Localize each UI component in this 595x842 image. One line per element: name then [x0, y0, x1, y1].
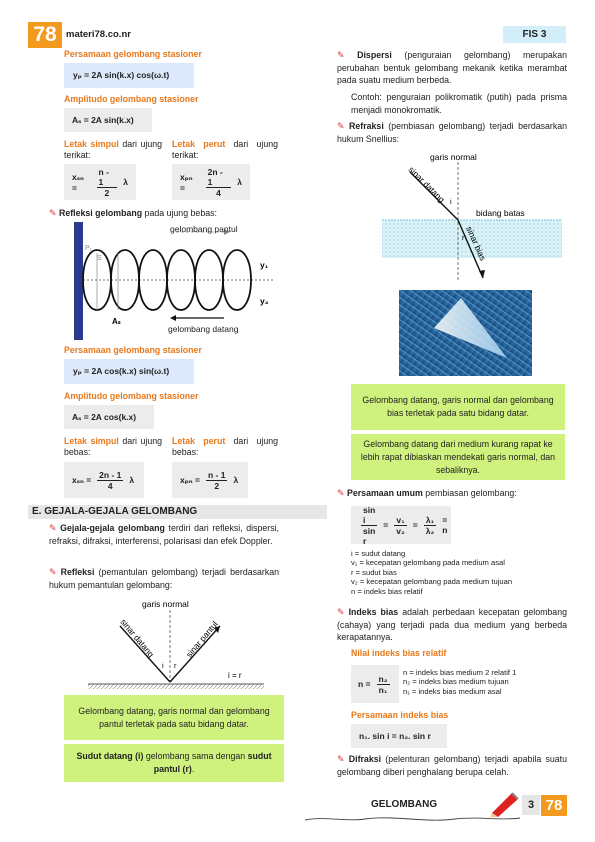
- pers-indeks-title: Persamaan indeks bias: [351, 710, 449, 720]
- footer-chapter-number: 3: [522, 795, 540, 815]
- label-y1: y₁: [260, 260, 269, 270]
- umum-line: ✎ Persamaan umum pembiasan gelombang:: [337, 488, 517, 498]
- refleksi-paragraph: ✎ Refleksi (pemantulan gelombang) terjad…: [49, 567, 280, 590]
- label-as: Aₛ: [112, 317, 121, 326]
- nilai-indeks-title: Nilai indeks bias relatif: [351, 648, 447, 658]
- pencil-icon: [490, 792, 519, 817]
- eq-stasioner-1: yₚ = 2A sin(k.x) cos(ω.t): [73, 70, 170, 80]
- gejala-paragraph: ✎ Gejala-gejala gelombang terdiri dari r…: [49, 523, 279, 546]
- label-sinar-datang: sinar datang: [118, 617, 156, 659]
- refleksi-bebas-line: ✎ Refleksi gelombang pada ujung bebas:: [49, 208, 217, 218]
- amp-title-2: Amplitudo gelombang stasioner: [64, 391, 199, 401]
- reflection-diagram: garis normal sinar datang sinar pantul i…: [88, 599, 264, 689]
- amp-box-2: Aₛ = 2A cos(k.x): [64, 405, 154, 429]
- eq-stasioner-2: yₚ = 2A cos(k.x) sin(ω.t): [73, 366, 170, 376]
- label-sinar-pantul: sinar pantul: [184, 619, 220, 659]
- perut-label-1: Letak perut dari ujung terikat:: [172, 139, 278, 160]
- n-formula: n = n₂ n₁: [351, 665, 399, 703]
- label-garis-normal: garis normal: [430, 152, 477, 162]
- amp-2: Aₛ = 2A cos(k.x): [72, 411, 137, 422]
- footer-chapter-title: GELOMBANG: [371, 799, 438, 810]
- n-legend: n = indeks bias medium 2 relatif 1 n₂ = …: [403, 668, 517, 696]
- ray-arrow-icon: [479, 270, 485, 278]
- refracted-ray: [457, 219, 484, 279]
- label-i: i: [450, 197, 452, 206]
- dispersi-contoh: Contoh: penguraian polikromatik (putih) …: [351, 92, 567, 115]
- label-i: i: [162, 661, 164, 670]
- amp-1: Aₛ = 2A sin(k.x): [72, 114, 134, 125]
- label-p1: P₁: [85, 245, 93, 252]
- dispersi-paragraph: ✎ Dispersi (penguraian gelombang) merupa…: [337, 50, 567, 85]
- refraction-photo: [399, 290, 532, 376]
- free-end-rod: [74, 222, 83, 340]
- subject-badge: FIS 3: [503, 26, 566, 43]
- snell-legend: i = sudut datang v₁ = kecepatan gelomban…: [351, 549, 513, 596]
- section-e-heading: E. GEJALA-GEJALA GELOMBANG: [28, 505, 327, 519]
- footer-page-number: 78: [541, 795, 567, 816]
- pantul-arrow-icon: [224, 229, 230, 235]
- pencil-bullet-icon: ✎: [49, 523, 57, 533]
- refraksi-paragraph: ✎ Refraksi (pembiasan gelombang) terjadi…: [337, 121, 568, 144]
- snell-formula: sin i sin r = v₁ v₂ = λ₁ λ₂ = n: [351, 505, 451, 546]
- label-bidang-batas: bidang batas: [476, 208, 525, 218]
- ray-arrow-icon: [214, 626, 220, 633]
- incident-ray: [409, 171, 459, 221]
- pencil-bullet-icon: ✎: [337, 50, 345, 60]
- green-note-reflection-2: Sudut datang (i) gelombang sama dengan s…: [64, 744, 284, 782]
- eq-stasioner-box-1: yₚ = 2A sin(k.x) cos(ω.t): [64, 63, 194, 88]
- eq-stasioner-box-2: yₚ = 2A cos(k.x) sin(ω.t): [64, 359, 194, 384]
- label-gelombang-pantul: gelombang pantul: [170, 224, 238, 234]
- label-gelombang-datang: gelombang datang: [168, 324, 239, 334]
- site-name: materi78.co.nr: [66, 29, 131, 40]
- simpul-label-2: Letak simpul dari ujung bebas:: [64, 436, 163, 457]
- amp-box-1: Aₛ = 2A sin(k.x): [64, 108, 152, 132]
- perut-label-2: Letak perut dari ujung bebas:: [172, 436, 278, 457]
- refraction-diagram: garis normal sinar datang sinar bias bid…: [382, 152, 562, 280]
- green-note-refraction-1: Gelombang datang, garis normal dan gelom…: [351, 384, 565, 430]
- datang-arrow-icon: [170, 315, 176, 321]
- green-note-reflection-1: Gelombang datang, garis normal dan gelom…: [64, 695, 284, 740]
- pencil-bullet-icon: ✎: [337, 607, 345, 617]
- pencil-bullet-icon: ✎: [49, 208, 57, 218]
- reflected-ray: [169, 625, 221, 683]
- incident-ray: [119, 625, 171, 683]
- label-i-eq-r: i = r: [228, 671, 242, 680]
- label-garis-normal: garis normal: [142, 599, 189, 609]
- label-y2: y₂: [260, 296, 269, 306]
- page-number-badge: 78: [28, 22, 62, 48]
- pencil-bullet-icon: ✎: [337, 121, 345, 131]
- label-s: S: [97, 255, 102, 262]
- pers-indeks-box: n₁. sin i = n₂. sin r: [351, 724, 447, 748]
- pencil-bullet-icon: ✎: [49, 567, 57, 577]
- pencil-bullet-icon: ✎: [337, 488, 345, 498]
- label-sinar-datang: sinar datang: [407, 164, 447, 204]
- wave-y2: [82, 249, 252, 311]
- label-r: r: [174, 661, 177, 670]
- green-note-refraction-2: Gelombang datang dari medium kurang rapa…: [351, 434, 565, 480]
- eq-stasioner-title-2: Persamaan gelombang stasioner: [64, 345, 202, 355]
- eq-stasioner-title-1: Persamaan gelombang stasioner: [64, 49, 202, 59]
- pencil-bullet-icon: ✎: [337, 754, 345, 764]
- label-r: r: [462, 233, 465, 242]
- indeks-paragraph: ✎ Indeks bias adalah perbedaan kecepatan…: [337, 607, 567, 642]
- difraksi-paragraph: ✎ Difraksi (pelenturan gelombang) terjad…: [337, 754, 567, 777]
- amp-title-1: Amplitudo gelombang stasioner: [64, 94, 199, 104]
- standing-wave-figure: gelombang pantul gelombang datang y₁ y₂ …: [74, 222, 274, 340]
- footer-wave-decoration: [305, 817, 520, 821]
- simpul-label-1: Letak simpul dari ujung terikat:: [64, 139, 163, 160]
